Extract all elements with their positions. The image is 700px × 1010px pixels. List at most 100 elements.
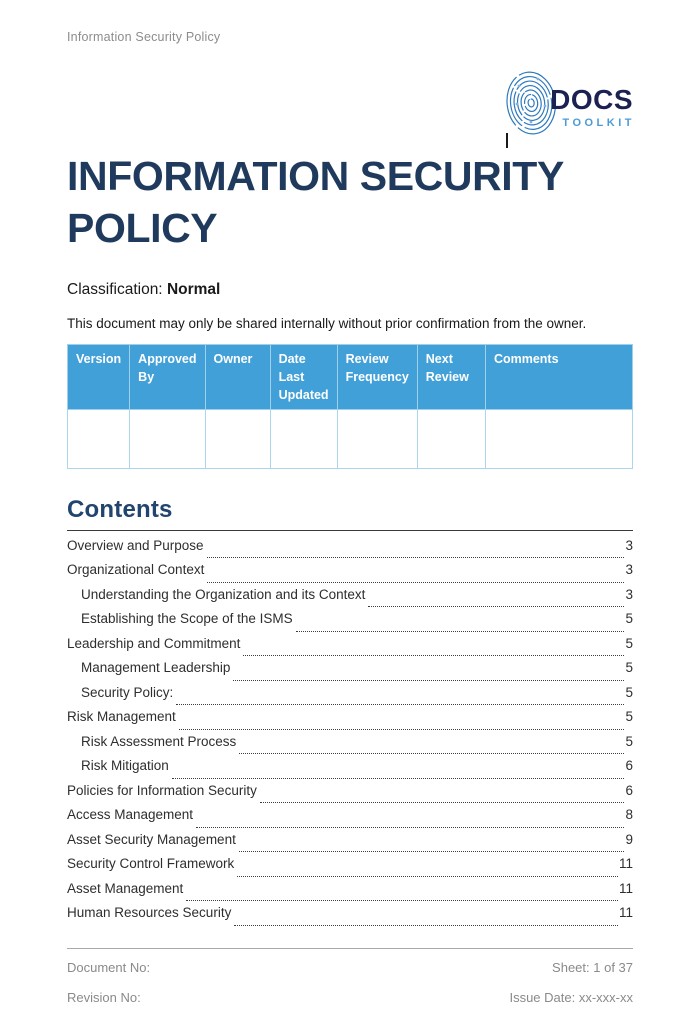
sharing-notice: This document may only be shared interna… (67, 316, 587, 332)
toc-dot-leader (259, 802, 625, 803)
toc-entry-label: Leadership and Commitment (67, 635, 241, 651)
toc-entry-page: 6 (625, 758, 633, 773)
toc-dot-leader (186, 900, 618, 901)
toc-dot-leader (239, 753, 625, 754)
toc-entry-page: 5 (625, 709, 633, 724)
toc-dot-leader (196, 826, 625, 828)
toc-dot-leader (243, 655, 625, 656)
toc-entry: Asset Management 11 (67, 881, 633, 906)
toc-entry-page: 5 (625, 611, 633, 626)
toc-entry-page: 11 (618, 856, 633, 871)
toc-entry-label: Access Management (67, 807, 194, 822)
fingerprint-icon (506, 71, 556, 135)
toc-entry: Risk Management 5 (67, 709, 633, 734)
contents-divider (67, 529, 633, 531)
revision-table-cell (484, 408, 634, 469)
toc-entry: Leadership and Commitment 5 (67, 636, 633, 661)
toc-entry: Understanding the Organization and its C… (67, 587, 633, 612)
toc-entry: Organizational Context 3 (67, 562, 633, 587)
revision-table-row (66, 408, 634, 469)
revision-table-column-header: Version (66, 344, 131, 410)
revision-table-column-header: Approved By (129, 344, 206, 410)
revision-table: Version Approved By Owner Date Last Updated… (66, 344, 634, 469)
toc-entry: Access Management 8 (67, 807, 633, 832)
toc-entry-label: Risk Management (67, 709, 176, 724)
logo-row: DOCS TOOLKIT (67, 66, 635, 148)
toc-entry-label: Management Leadership (81, 660, 231, 675)
toc-entry-label: Human Resources Security (67, 905, 232, 920)
text-cursor (506, 133, 509, 148)
toc-entry-page: 3 (625, 537, 633, 553)
revision-no-label: Revision No: (67, 989, 141, 1005)
toc-entry-page: 5 (625, 660, 633, 675)
toc-dot-leader (233, 679, 625, 681)
toc-entry-label: Understanding the Organization and its C… (81, 586, 366, 602)
contents-heading: Contents (67, 495, 173, 523)
toc-entry: Risk Assessment Process 5 (67, 734, 633, 759)
toc-entry: Human Resources Security 11 (67, 905, 633, 930)
revision-table-column-header: Date Last Updated (269, 344, 338, 410)
sheet-number: Sheet: 1 of 37 (552, 959, 633, 975)
revision-table-header-row: Version Approved By Owner Date Last Updated… (66, 344, 634, 410)
issue-date: Issue Date: xx-xxx-xx (509, 989, 633, 1005)
toc-entry: Asset Security Management 9 (67, 832, 633, 857)
toc-dot-leader (234, 924, 618, 926)
toc-entry-page: 11 (618, 880, 633, 896)
classification-label: Classification: (67, 281, 167, 299)
revision-table-column-header: Owner (204, 344, 271, 410)
toc-entry-label: Risk Assessment Process (81, 733, 237, 749)
revision-table-cell (269, 408, 338, 469)
revision-table-cell (204, 408, 271, 469)
classification-value: Normal (166, 281, 221, 299)
toc-entry: Risk Mitigation 6 (67, 758, 633, 783)
footer-divider (67, 947, 633, 949)
toc-entry-label: Establishing the Scope of the ISMS (81, 611, 293, 626)
toc-entry-page: 3 (625, 562, 633, 577)
toc-dot-leader (178, 728, 625, 730)
revision-table-cell (66, 408, 131, 469)
logo-subtitle: TOOLKIT (562, 117, 635, 129)
toc-entry: Management Leadership 5 (67, 660, 633, 685)
toc-entry: Security Policy: 5 (67, 685, 633, 710)
revision-table-column-header: Review Frequency (336, 344, 418, 410)
toc-entry-label: Security Control Framework (67, 856, 235, 871)
toc-dot-leader (238, 851, 625, 852)
toc-dot-leader (237, 875, 618, 877)
toc-entry-label: Organizational Context (67, 562, 205, 577)
footer-row-1: Document No: Sheet: 1 of 37 (67, 960, 633, 975)
running-header: Information Security Policy (67, 30, 221, 44)
toc-entry-label: Asset Management (67, 880, 184, 896)
toc-entry-page: 9 (625, 831, 633, 847)
toc-dot-leader (176, 704, 625, 705)
toc-dot-leader (295, 630, 625, 632)
table-of-contents: Overview and Purpose 3 Organizational Cont… (67, 538, 633, 930)
toc-entry-label: Policies for Information Security (67, 782, 257, 798)
toc-dot-leader (368, 606, 625, 607)
toc-dot-leader (207, 581, 625, 583)
toc-dot-leader (206, 557, 625, 558)
toc-entry-page: 5 (625, 684, 633, 700)
document-no-label: Document No: (67, 959, 151, 975)
revision-table-column-header: Next Review (416, 344, 486, 410)
toc-entry: Policies for Information Security 6 (67, 783, 633, 808)
classification-line: Classification: Normal (67, 281, 633, 299)
toc-entry-page: 6 (625, 782, 633, 798)
toc-entry-label: Overview and Purpose (67, 537, 204, 553)
docs-toolkit-logo: DOCS TOOLKIT (504, 66, 635, 148)
revision-table-cell (416, 408, 486, 469)
logo-text: DOCS TOOLKIT (550, 84, 635, 130)
page-title: INFORMATION SECURITY POLICY (67, 153, 564, 252)
toc-entry-page: 11 (618, 905, 633, 920)
toc-entry-label: Security Policy: (81, 684, 174, 700)
logo-wordmark: DOCS (550, 84, 633, 115)
toc-entry: Security Control Framework 11 (67, 856, 633, 881)
revision-table-column-header: Comments (484, 344, 634, 410)
footer-row-2: Revision No: Issue Date: xx-xxx-xx (67, 990, 633, 1005)
revision-table-body (66, 408, 634, 469)
toc-entry-page: 3 (625, 586, 633, 602)
revision-table-cell (129, 408, 206, 469)
toc-entry-page: 8 (625, 807, 633, 822)
toc-entry-page: 5 (625, 733, 633, 749)
toc-entry-label: Asset Security Management (67, 831, 236, 847)
